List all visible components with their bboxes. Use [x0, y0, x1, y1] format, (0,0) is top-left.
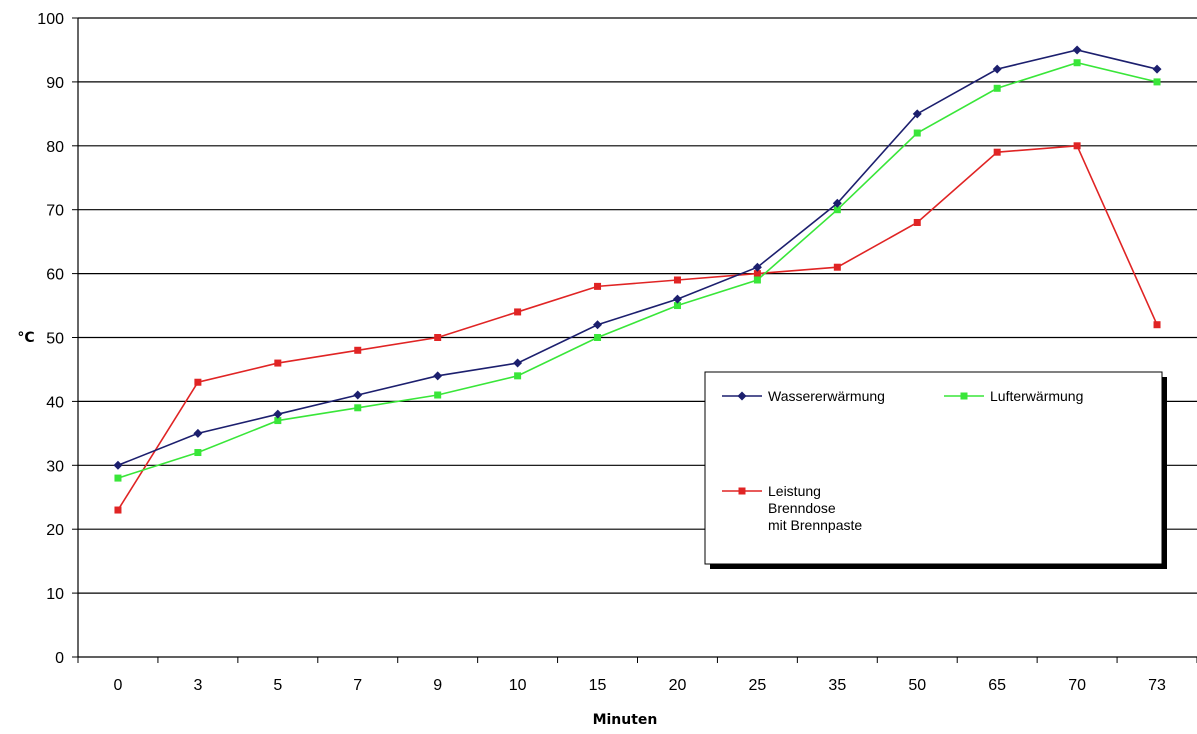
- y-tick-label: 90: [46, 75, 64, 92]
- data-point: [753, 276, 761, 284]
- x-tick-label: 20: [669, 677, 687, 694]
- data-point: [1152, 64, 1162, 74]
- legend-label: Lufterwärmung: [990, 388, 1083, 404]
- data-point: [514, 308, 522, 316]
- x-axis-ticks: 0 3 5 7 9 10 15 20 25 35 50 65 70 73: [77, 657, 1197, 694]
- data-point: [113, 460, 123, 470]
- data-point: [672, 294, 682, 304]
- legend-box: [704, 371, 1163, 565]
- x-tick-label: 0: [114, 677, 123, 694]
- x-tick-label: 10: [509, 677, 527, 694]
- x-tick-label: 3: [193, 677, 202, 694]
- data-point: [673, 302, 681, 310]
- data-point: [1072, 45, 1082, 55]
- data-point: [594, 334, 602, 341]
- y-tick-label: 10: [46, 586, 64, 603]
- data-point: [833, 206, 841, 214]
- legend-swatch-marker: [738, 487, 746, 495]
- data-point: [833, 263, 841, 271]
- y-tick-label: 40: [46, 394, 64, 411]
- data-point: [274, 359, 282, 367]
- x-tick-label: 35: [828, 677, 846, 694]
- data-point: [354, 346, 362, 354]
- data-point: [114, 506, 122, 514]
- legend-entry: Leistung Brenndose mit Brennpaste: [722, 483, 862, 533]
- x-tick-label: 73: [1148, 677, 1166, 694]
- data-point: [1153, 321, 1161, 329]
- data-point: [433, 371, 443, 381]
- legend: Wassererwärmung Lufterwärmung Leistung Bren…: [704, 371, 1167, 569]
- data-point: [673, 276, 681, 284]
- x-tick-label: 5: [273, 677, 282, 694]
- series-2: [114, 59, 1161, 482]
- y-tick-label: 70: [46, 203, 64, 220]
- x-tick-label: 25: [748, 677, 766, 694]
- data-point: [753, 270, 761, 278]
- data-point: [593, 320, 603, 330]
- x-axis-title: Minuten: [593, 712, 658, 728]
- y-axis-title: °C: [17, 330, 34, 346]
- series-1: [113, 45, 1162, 470]
- data-point: [194, 378, 202, 386]
- data-point: [913, 129, 921, 137]
- data-point: [912, 109, 922, 119]
- legend-swatch-marker: [737, 391, 747, 401]
- y-tick-label: 50: [46, 331, 64, 348]
- data-point: [993, 148, 1001, 156]
- legend-swatch-marker: [960, 392, 968, 400]
- data-point: [353, 390, 363, 400]
- series-line: [117, 49, 1158, 467]
- data-point: [434, 334, 442, 341]
- data-point: [992, 64, 1002, 74]
- y-tick-label: 80: [46, 139, 64, 156]
- y-tick-label: 60: [46, 267, 64, 284]
- data-point: [434, 391, 442, 399]
- y-tick-label: 0: [55, 650, 64, 667]
- y-axis-ticks: 0 10 20 30 40 50 60 70 80 90 100: [37, 11, 78, 667]
- legend-entry: Lufterwärmung: [944, 388, 1083, 404]
- series-line: [117, 61, 1158, 479]
- data-point: [1073, 59, 1081, 67]
- legend-label: Leistung Brenndose mit Brennpaste: [768, 483, 862, 533]
- data-point: [752, 262, 762, 272]
- legend-label: Wassererwärmung: [768, 388, 885, 404]
- y-tick-label: 30: [46, 458, 64, 475]
- x-tick-label: 70: [1068, 677, 1086, 694]
- y-tick-label: 100: [37, 11, 64, 28]
- y-tick-label: 20: [46, 522, 64, 539]
- series-3: [114, 142, 1161, 514]
- data-point: [514, 372, 522, 380]
- data-point: [1073, 142, 1081, 150]
- data-point: [354, 404, 362, 412]
- x-tick-label: 9: [433, 677, 442, 694]
- series-layer: [113, 45, 1162, 514]
- data-point: [193, 428, 203, 438]
- gridlines: [78, 17, 1197, 594]
- data-point: [993, 84, 1001, 92]
- data-point: [194, 449, 202, 457]
- data-point: [274, 417, 282, 425]
- x-tick-label: 65: [988, 677, 1006, 694]
- data-point: [114, 474, 122, 482]
- data-point: [513, 358, 523, 368]
- data-point: [1153, 78, 1161, 86]
- data-point: [273, 409, 283, 419]
- series-line: [117, 144, 1158, 511]
- data-point: [594, 282, 602, 290]
- legend-entry: Wassererwärmung: [722, 388, 885, 404]
- x-tick-label: 7: [353, 677, 362, 694]
- x-tick-label: 15: [589, 677, 607, 694]
- data-point: [832, 198, 842, 208]
- data-point: [913, 218, 921, 226]
- x-tick-label: 50: [908, 677, 926, 694]
